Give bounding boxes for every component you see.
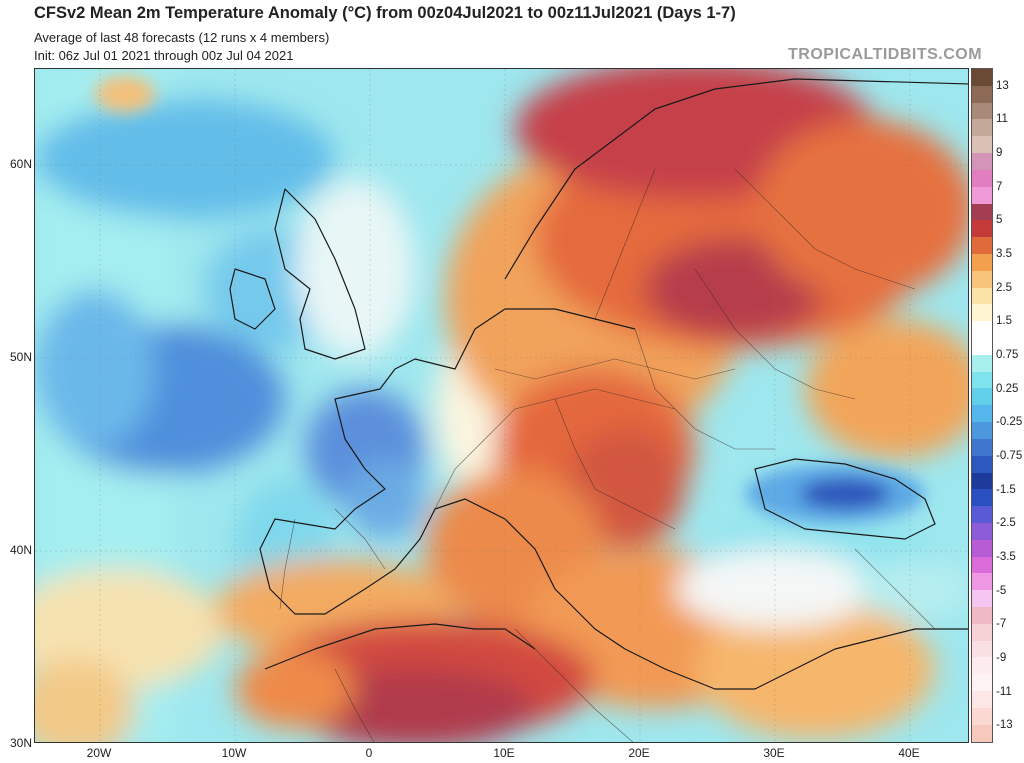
colorbar-cell: [972, 371, 992, 389]
anomaly-map: [34, 68, 969, 743]
colorbar-cell: [972, 539, 992, 557]
colorbar-cell: [972, 388, 992, 406]
colorbar-cell: [972, 220, 992, 238]
colorbar-label: -5: [996, 584, 1007, 597]
colorbar-cell: [972, 623, 992, 641]
brand-watermark: TROPICALTIDBITS.COM: [788, 46, 983, 63]
colorbar-label: 9: [996, 147, 1003, 160]
colorbar-label: -0.25: [996, 416, 1023, 429]
colorbar-cell: [972, 405, 992, 423]
colorbar-cell: [972, 607, 992, 624]
colorbar-cell: [972, 85, 992, 103]
colorbar-cell: [972, 573, 992, 591]
colorbar-cell: [972, 472, 992, 490]
colorbar-label: -3.5: [996, 550, 1016, 563]
colorbar-label: 5: [996, 214, 1003, 227]
colorbar-label: 3.5: [996, 248, 1012, 261]
colorbar-cell: [972, 270, 992, 288]
lon-label-10w: 10W: [221, 746, 247, 760]
colorbar-label: -13: [996, 719, 1013, 732]
colorbar-cell: [972, 169, 992, 187]
colorbar-cell: [972, 691, 992, 708]
colorbar-cell: [972, 707, 992, 725]
colorbar-cell: [972, 287, 992, 305]
colorbar: [971, 68, 993, 743]
colorbar-cell: [972, 422, 992, 439]
lon-label-10e: 10E: [493, 746, 515, 760]
graticule: [35, 69, 968, 742]
colorbar-label: 2.5: [996, 281, 1012, 294]
colorbar-cell: [972, 657, 992, 675]
colorbar-cell: [972, 354, 992, 372]
lon-label-0: 0: [365, 746, 373, 760]
colorbar-cell: [972, 640, 992, 658]
lon-label-20w: 20W: [86, 746, 112, 760]
colorbar-cell: [972, 136, 992, 154]
colorbar-cell: [972, 438, 992, 456]
colorbar-cell: [972, 338, 992, 355]
colorbar-cell: [972, 556, 992, 574]
colorbar-label: -9: [996, 651, 1007, 664]
colorbar-cell: [972, 186, 992, 204]
colorbar-label: -11: [996, 685, 1012, 698]
colorbar-cell: [972, 724, 992, 742]
lat-label-30n: 30N: [9, 736, 32, 750]
colorbar-cell: [972, 321, 992, 338]
lat-label-40n: 40N: [9, 543, 32, 557]
colorbar-cell: [972, 102, 992, 120]
map-title: CFSv2 Mean 2m Temperature Anomaly (°C) f…: [34, 4, 736, 22]
colorbar-label: 0.75: [996, 349, 1019, 362]
colorbar-cell: [972, 304, 992, 322]
colorbar-label: 1.5: [996, 315, 1012, 328]
lon-label-20e: 20E: [628, 746, 650, 760]
colorbar-label: -1.5: [996, 483, 1016, 496]
map-subtitle-init: Init: 06z Jul 01 2021 through 00z Jul 04…: [34, 48, 294, 63]
lat-label-50n: 50N: [9, 350, 32, 364]
lon-label-30e: 30E: [763, 746, 785, 760]
map-subtitle-forecasts: Average of last 48 forecasts (12 runs x …: [34, 30, 330, 45]
colorbar-cell: [972, 522, 992, 540]
colorbar-cell: [972, 455, 992, 473]
colorbar-cell: [972, 674, 992, 692]
colorbar-cell: [972, 203, 992, 221]
lat-label-60n: 60N: [9, 157, 32, 171]
colorbar-cell: [972, 590, 992, 607]
colorbar-cell: [972, 506, 992, 523]
colorbar-label: -0.75: [996, 449, 1023, 462]
lon-label-40e: 40E: [898, 746, 920, 760]
colorbar-label: -2.5: [996, 517, 1016, 530]
colorbar-label: 13: [996, 79, 1009, 92]
colorbar-cell: [972, 119, 992, 137]
colorbar-cell: [972, 237, 992, 254]
country-borders: [279, 168, 936, 742]
colorbar-cell: [972, 489, 992, 507]
colorbar-label: 0.25: [996, 382, 1019, 395]
colorbar-cell: [972, 253, 992, 271]
colorbar-cell: [972, 153, 992, 170]
colorbar-cell: [972, 69, 992, 86]
colorbar-label: -7: [996, 618, 1007, 631]
colorbar-label: 11: [996, 113, 1008, 126]
colorbar-label: 7: [996, 180, 1003, 193]
